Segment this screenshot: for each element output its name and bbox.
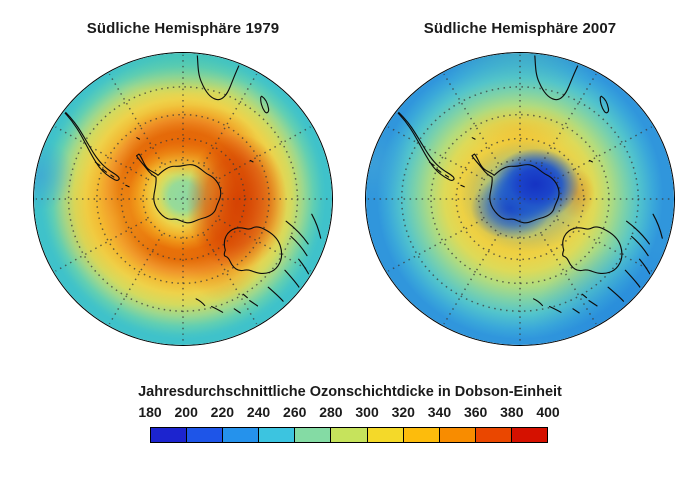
colorbar-tick: 220 <box>210 404 235 420</box>
colorbar-tick: 360 <box>463 404 488 420</box>
ozone-field-2007 <box>366 53 674 345</box>
colorbar-segment <box>187 428 224 442</box>
colorbar-segment <box>367 428 404 442</box>
colorbar-tick: 280 <box>319 404 343 420</box>
colorbar-segment <box>223 428 260 442</box>
colorbar-tick: 380 <box>500 404 524 420</box>
colorbar <box>150 427 548 443</box>
colorbar-tick: 260 <box>283 404 307 420</box>
colorbar-tick: 300 <box>355 404 379 420</box>
colorbar-tick: 400 <box>536 404 560 420</box>
colorbar-segment <box>439 428 476 442</box>
geo-overlay-1979 <box>35 54 331 344</box>
colorbar-segment <box>259 428 296 442</box>
panel-title-2007: Südliche Hemisphäre 2007 <box>423 20 617 37</box>
colorbar-ticks: 180 200 220 240 260 280 300 320 340 360 380 400 <box>138 404 559 420</box>
panel-title-1979: Südliche Hemisphäre 1979 <box>86 20 280 37</box>
colorbar-tick: 240 <box>246 404 271 420</box>
colorbar-tick: 180 <box>138 404 162 420</box>
ozone-field-1979 <box>34 53 332 345</box>
colorbar-segment <box>295 428 332 442</box>
globe-2007 <box>365 52 675 346</box>
colorbar-segment <box>511 428 548 442</box>
globe-1979 <box>33 52 333 346</box>
colorbar-segment <box>403 428 440 442</box>
colorbar-tick: 320 <box>391 404 415 420</box>
colorbar-segment <box>475 428 512 442</box>
colorbar-label: Jahresdurchschnittliche Ozonschichtdicke… <box>138 384 562 400</box>
geo-overlay-2007 <box>367 54 673 344</box>
colorbar-segment <box>331 428 368 442</box>
colorbar-tick: 340 <box>427 404 452 420</box>
colorbar-segment <box>151 428 188 442</box>
colorbar-tick: 200 <box>174 404 198 420</box>
